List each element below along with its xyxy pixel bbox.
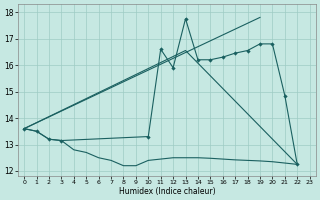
X-axis label: Humidex (Indice chaleur): Humidex (Indice chaleur)	[119, 187, 215, 196]
